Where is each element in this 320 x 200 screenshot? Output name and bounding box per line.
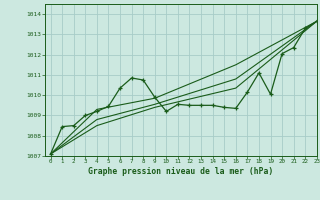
- X-axis label: Graphe pression niveau de la mer (hPa): Graphe pression niveau de la mer (hPa): [88, 167, 273, 176]
